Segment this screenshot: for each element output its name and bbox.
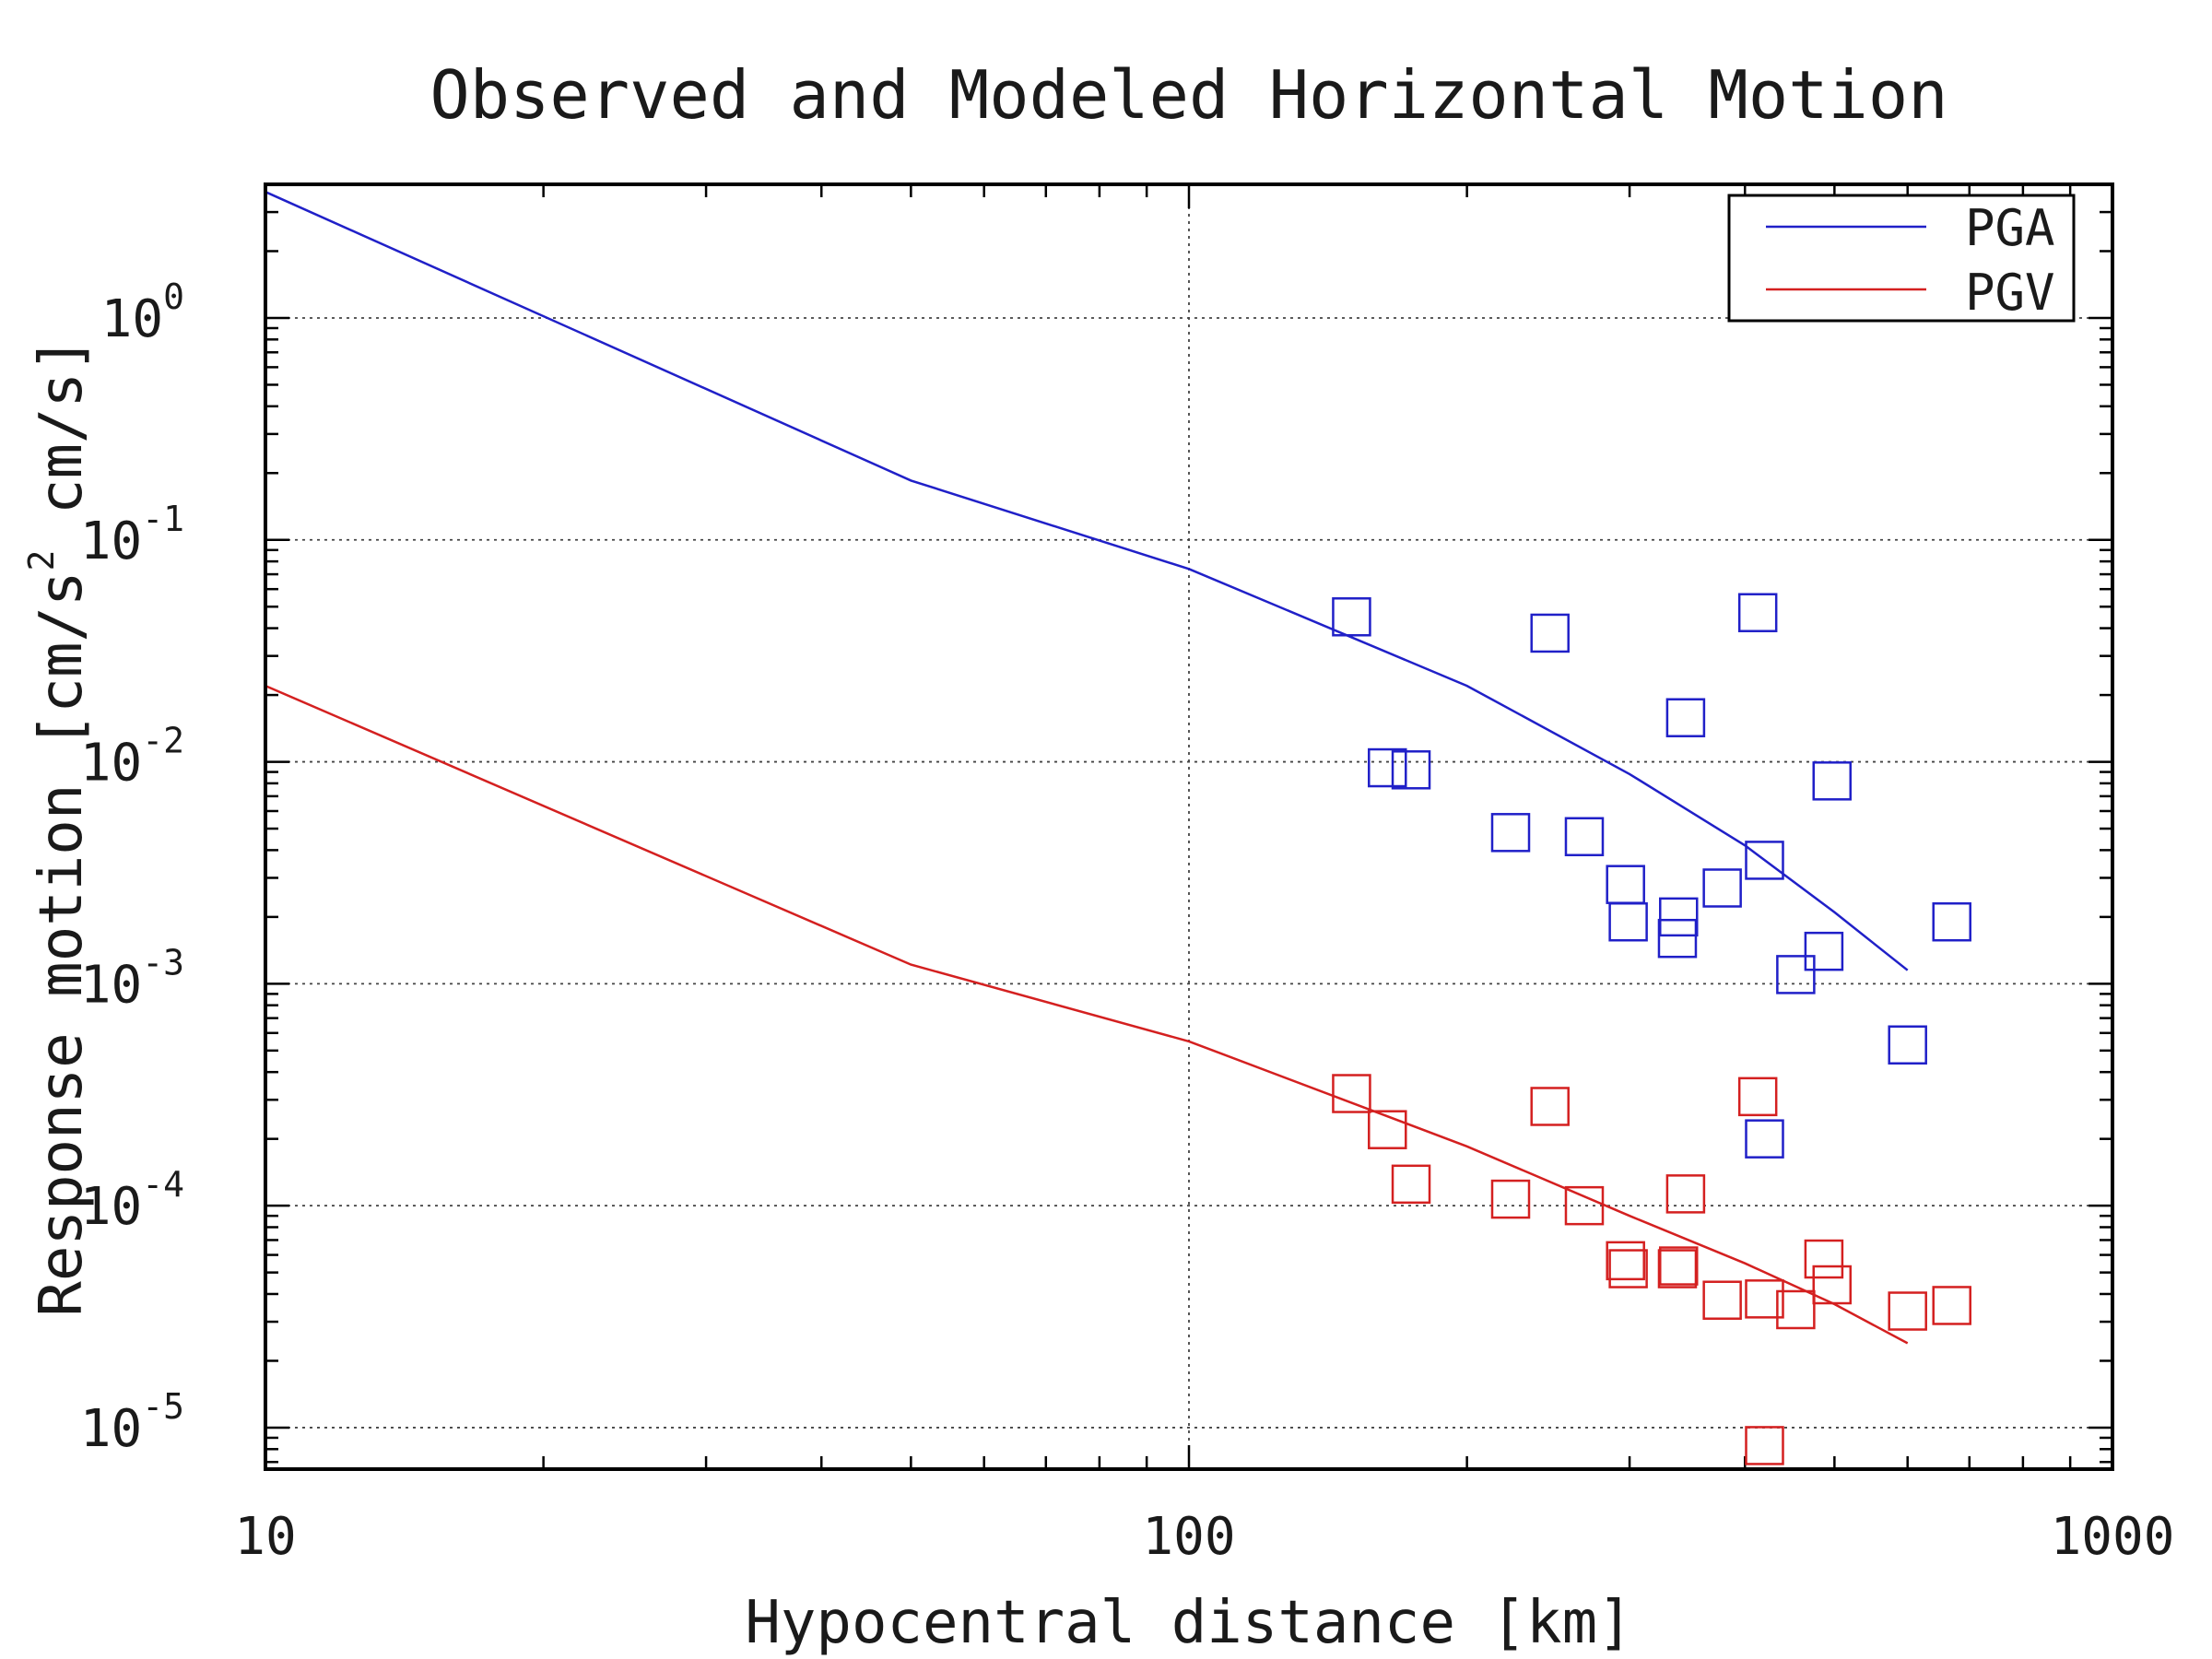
- y-axis-label-main: Response motion [cm/s: [28, 571, 96, 1316]
- legend-label-pga: PGA: [1965, 199, 2055, 257]
- pga-observed-point: [1804, 931, 1844, 971]
- pga-observed-point: [1888, 1025, 1927, 1065]
- pga-observed-point: [1737, 593, 1778, 632]
- series-layer: [265, 191, 1971, 1465]
- plot-frame: [264, 182, 2114, 1471]
- pga-observed-point: [1490, 813, 1531, 853]
- pga-observed-point: [1745, 1119, 1784, 1159]
- y-tick-label: 10-4: [80, 1164, 184, 1237]
- pgv-observed-point: [1368, 1110, 1407, 1149]
- pgv-observed-point: [1659, 1246, 1699, 1286]
- pga-observed-point: [1368, 747, 1407, 788]
- pgv-observed-point: [1391, 1164, 1431, 1205]
- legend-label-pgv: PGV: [1965, 264, 2055, 322]
- pga-observed-point: [1391, 750, 1431, 790]
- y-axis-label: Response motion [cm/s2 cm/s]: [21, 336, 96, 1316]
- pga-observed-point: [1745, 841, 1784, 880]
- pga-observed-point: [1702, 868, 1742, 908]
- pgv-observed-point: [1657, 1249, 1698, 1288]
- pga-observed-point: [1657, 918, 1698, 959]
- pgv-observed-point: [1932, 1286, 1971, 1325]
- pga-observed-point: [1659, 897, 1699, 937]
- pgv-observed-point: [1490, 1179, 1531, 1219]
- legend: PGA PGV: [1727, 194, 2076, 323]
- pgv-observed-point: [1776, 1289, 1816, 1330]
- pgv-observed-point: [1812, 1265, 1852, 1305]
- pgv-observed-point: [1530, 1087, 1570, 1126]
- pgv-observed-point: [1332, 1074, 1371, 1113]
- y-tick-label: 10-3: [80, 942, 184, 1015]
- y-tick-label: 100: [101, 276, 184, 349]
- x-axis-label: Hypocentral distance [km]: [745, 1589, 1632, 1657]
- pga-observed-point: [1530, 613, 1570, 653]
- x-tick-label: 100: [1142, 1507, 1235, 1567]
- pga-observed-point: [1564, 817, 1605, 857]
- pgv-observed-point: [1888, 1291, 1927, 1331]
- grid: [265, 184, 2112, 1469]
- pga-observed-point: [1776, 955, 1816, 994]
- y-axis-label-sup: 2: [21, 550, 62, 571]
- pgv-observed-point: [1608, 1249, 1648, 1288]
- pga-observed-point: [1812, 761, 1852, 801]
- y-tick-label: 10-5: [80, 1386, 184, 1459]
- y-tick-labels: 100 10-1 10-2 10-3 10-4 10-5: [80, 276, 184, 1459]
- pga-observed-point: [1332, 597, 1371, 637]
- x-tick-labels: 10 100 1000: [234, 1507, 2174, 1567]
- pgv-observed-point: [1745, 1279, 1784, 1319]
- pgv-observed-point: [1804, 1239, 1844, 1279]
- pgv-observed-point: [1745, 1426, 1784, 1465]
- pga-observed-point: [1932, 901, 1971, 942]
- y-tick-label: 10-2: [80, 721, 184, 794]
- pgv-observed-point: [1665, 1174, 1706, 1214]
- pga-observed-point: [1665, 698, 1706, 737]
- pgv-observed-point: [1702, 1280, 1742, 1320]
- pga-model-line: [265, 191, 1909, 971]
- x-tick-label: 10: [234, 1507, 296, 1567]
- pgv-model-line: [265, 684, 1909, 1345]
- legend-box: [1727, 194, 2076, 323]
- pga-observed-point: [1606, 865, 1645, 904]
- x-tick-label: 1000: [2051, 1507, 2175, 1567]
- y-axis-label-end: cm/s]: [28, 336, 96, 549]
- pgv-observed-point: [1564, 1185, 1605, 1226]
- pgv-observed-point: [1606, 1241, 1645, 1281]
- chart-title: Observed and Modeled Horizontal Motion: [429, 56, 1947, 134]
- y-tick-label: 10-1: [80, 499, 184, 571]
- pga-observed-point: [1608, 901, 1648, 942]
- pgv-observed-point: [1737, 1077, 1778, 1117]
